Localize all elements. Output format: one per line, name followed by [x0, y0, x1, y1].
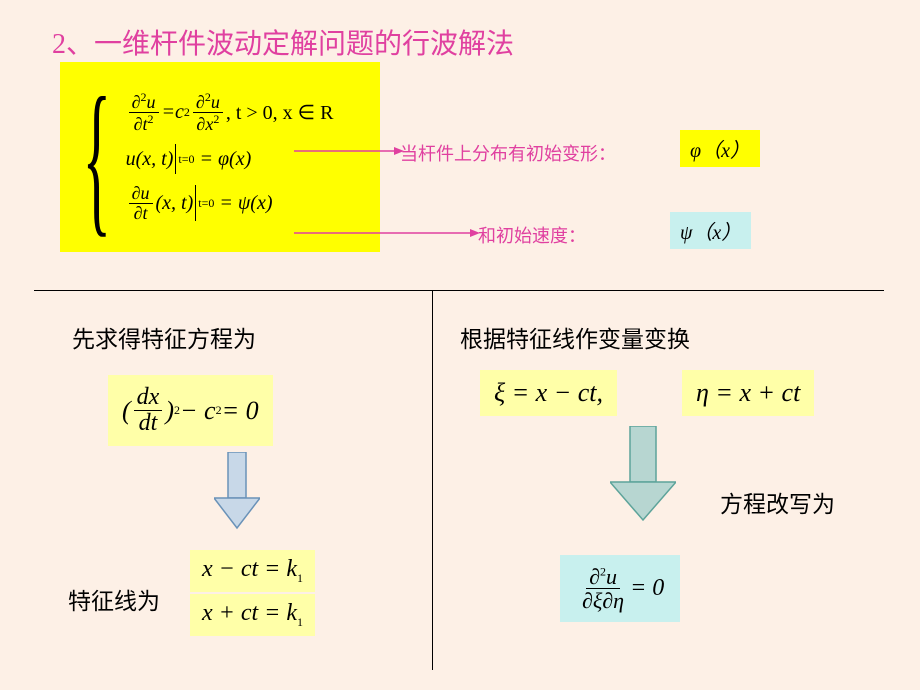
- characteristic-line-1: x − ct = k1: [190, 550, 315, 592]
- left-heading-characteristic-eq: 先求得特征方程为: [72, 320, 256, 354]
- psi-symbol: ψ（x）: [670, 212, 751, 249]
- arrow-to-phi: [294, 146, 404, 156]
- arrow-to-psi: [294, 228, 480, 238]
- phi-symbol: φ（x）: [680, 130, 760, 167]
- down-arrow-right: [610, 426, 676, 522]
- down-arrow-left: [214, 452, 260, 530]
- annotation-initial-velocity: 和初始速度：: [478, 222, 586, 248]
- eta-definition: η = x + ct: [682, 370, 814, 416]
- horizontal-divider: [34, 290, 884, 291]
- vertical-divider: [432, 290, 433, 670]
- right-heading-variable-change: 根据特征线作变量变换: [460, 320, 690, 354]
- pde-line: ∂2u∂t2 = c2 ∂2u∂x2 , t > 0, x ∈ R: [126, 91, 334, 134]
- ic-velocity: ∂u∂t (x, t)t=0 = ψ(x): [126, 184, 334, 223]
- right-heading-rewrite: 方程改写为: [720, 485, 835, 519]
- characteristic-equation: ( dxdt )2 − c2 = 0: [108, 375, 273, 446]
- wave-equation-system: { ∂2u∂t2 = c2 ∂2u∂x2 , t > 0, x ∈ R u(x,…: [60, 62, 380, 252]
- canonical-form-equation: ∂2u∂ξ∂η = 0: [560, 555, 680, 622]
- left-brace: {: [83, 72, 112, 242]
- xi-definition: ξ = x − ct,: [480, 370, 617, 416]
- characteristic-line-2: x + ct = k1: [190, 594, 315, 636]
- annotation-initial-shape: 当杆件上分布有初始变形：: [400, 140, 616, 166]
- slide-title: 2、一维杆件波动定解问题的行波解法: [52, 22, 514, 62]
- left-heading-characteristic-lines: 特征线为: [68, 582, 160, 616]
